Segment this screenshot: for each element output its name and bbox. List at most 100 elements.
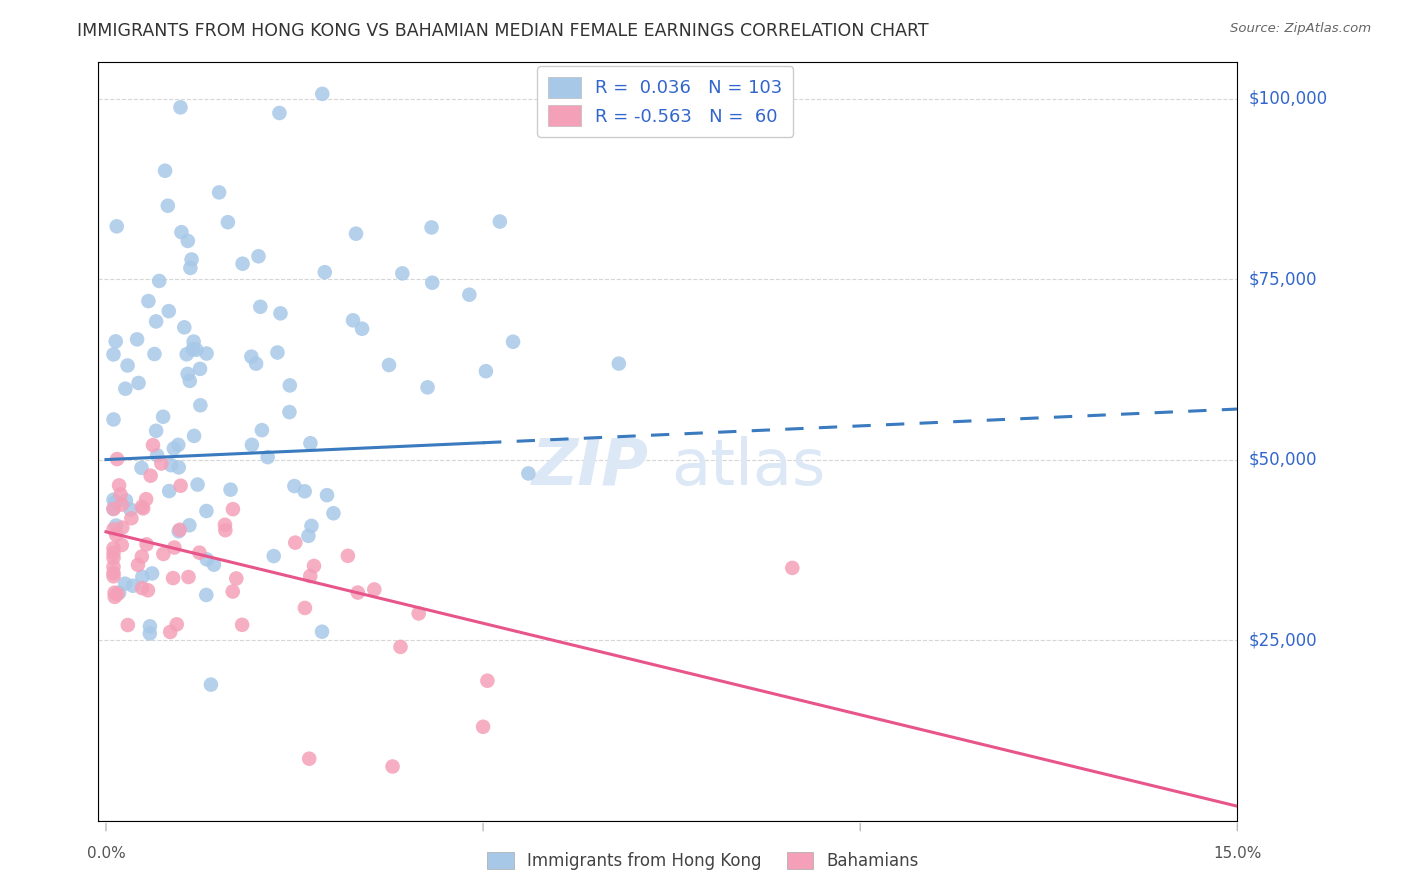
Point [163, 442, 186, 456]
Point [139, 468, 162, 483]
Point [301, 519, 323, 533]
Point [146, 448, 169, 462]
Text: $100,000: $100,000 [1249, 89, 1327, 108]
Point [169, 100, 191, 114]
Point [136, 583, 159, 598]
Point [162, 571, 184, 585]
Text: $75,000: $75,000 [1249, 270, 1317, 288]
Point [111, 520, 134, 534]
Point [517, 467, 540, 481]
Point [128, 376, 150, 390]
Point [114, 576, 136, 591]
Point [283, 479, 305, 493]
Point [245, 357, 267, 371]
Point [250, 423, 273, 437]
Point [131, 549, 153, 564]
Point [103, 546, 125, 560]
Point [105, 219, 128, 234]
Point [247, 249, 270, 263]
Point [103, 412, 125, 426]
Point [311, 87, 333, 101]
Point [167, 438, 190, 452]
Point [222, 502, 245, 516]
Point [173, 320, 195, 334]
Point [232, 257, 254, 271]
Point [299, 436, 322, 450]
Point [169, 478, 191, 492]
Point [322, 506, 344, 520]
Point [104, 585, 127, 599]
Point [167, 460, 190, 475]
Point [195, 346, 218, 360]
Point [152, 409, 174, 424]
Point [342, 313, 364, 327]
Point [458, 287, 481, 301]
Point [150, 457, 173, 471]
Point [103, 541, 125, 556]
Text: ZIP: ZIP [531, 436, 650, 498]
Point [141, 566, 163, 581]
Point [142, 438, 165, 452]
Point [217, 215, 239, 229]
Point [152, 547, 174, 561]
Point [111, 498, 134, 512]
Point [416, 380, 439, 394]
Point [176, 367, 198, 381]
Point [225, 572, 247, 586]
Point [294, 484, 316, 499]
Point [120, 502, 142, 516]
Text: atlas: atlas [672, 436, 825, 498]
Point [179, 260, 201, 275]
Point [105, 587, 128, 601]
Point [298, 752, 321, 766]
Point [163, 541, 186, 555]
Point [266, 345, 288, 359]
Point [219, 483, 242, 497]
Point [284, 535, 307, 549]
Point [159, 624, 181, 639]
Point [170, 225, 193, 239]
Point [475, 364, 498, 378]
Point [249, 300, 271, 314]
Point [105, 528, 128, 542]
Point [177, 570, 200, 584]
Point [131, 570, 153, 584]
Point [302, 558, 325, 573]
Point [363, 582, 385, 597]
Point [157, 484, 180, 499]
Point [208, 186, 231, 200]
Point [190, 398, 212, 412]
Point [103, 347, 125, 361]
Legend: R =  0.036   N = 103, R = -0.563   N =  60: R = 0.036 N = 103, R = -0.563 N = 60 [537, 66, 793, 136]
Point [148, 274, 170, 288]
Point [103, 566, 125, 580]
Point [314, 265, 336, 279]
Point [389, 640, 412, 654]
Point [294, 601, 316, 615]
Point [138, 294, 160, 309]
Point [177, 234, 200, 248]
Point [127, 558, 149, 572]
Point [169, 523, 191, 537]
Point [188, 546, 211, 560]
Point [104, 495, 127, 509]
Point [103, 522, 125, 536]
Point [336, 549, 359, 563]
Point [240, 350, 263, 364]
Point [183, 429, 205, 443]
Point [297, 529, 319, 543]
Point [103, 492, 125, 507]
Point [135, 537, 157, 551]
Point [117, 359, 139, 373]
Point [110, 487, 132, 501]
Point [105, 518, 128, 533]
Point [103, 560, 125, 574]
Point [477, 673, 499, 688]
Point [782, 561, 804, 575]
Point [502, 334, 524, 349]
Point [117, 618, 139, 632]
Point [111, 538, 134, 552]
Text: $50,000: $50,000 [1249, 450, 1317, 468]
Point [187, 477, 209, 491]
Point [299, 569, 322, 583]
